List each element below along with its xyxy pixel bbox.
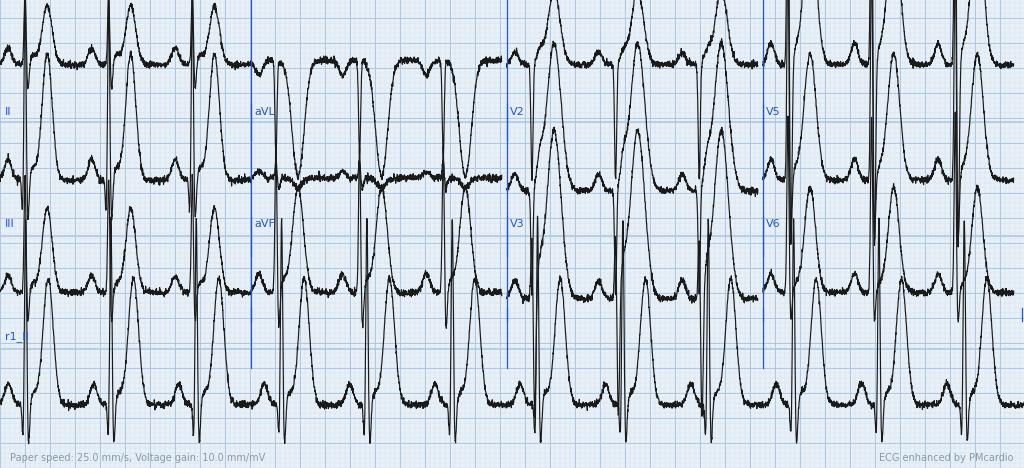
Text: III: III bbox=[5, 219, 15, 229]
Text: aVL: aVL bbox=[254, 107, 274, 117]
Text: V3: V3 bbox=[510, 219, 524, 229]
Text: V1: V1 bbox=[510, 0, 524, 1]
Text: I: I bbox=[5, 0, 8, 1]
Text: aVF: aVF bbox=[254, 219, 274, 229]
Text: r1_II: r1_II bbox=[5, 331, 29, 342]
Text: II: II bbox=[5, 107, 11, 117]
Text: V2: V2 bbox=[510, 107, 524, 117]
Text: V4: V4 bbox=[766, 0, 780, 1]
Text: V6: V6 bbox=[766, 219, 780, 229]
Text: V5: V5 bbox=[766, 107, 780, 117]
Text: aVR: aVR bbox=[254, 0, 276, 1]
Text: Paper speed: 25.0 mm/s, Voltage gain: 10.0 mm/mV: Paper speed: 25.0 mm/s, Voltage gain: 10… bbox=[10, 453, 265, 463]
Text: ECG enhanced by PMcardio: ECG enhanced by PMcardio bbox=[880, 453, 1014, 463]
